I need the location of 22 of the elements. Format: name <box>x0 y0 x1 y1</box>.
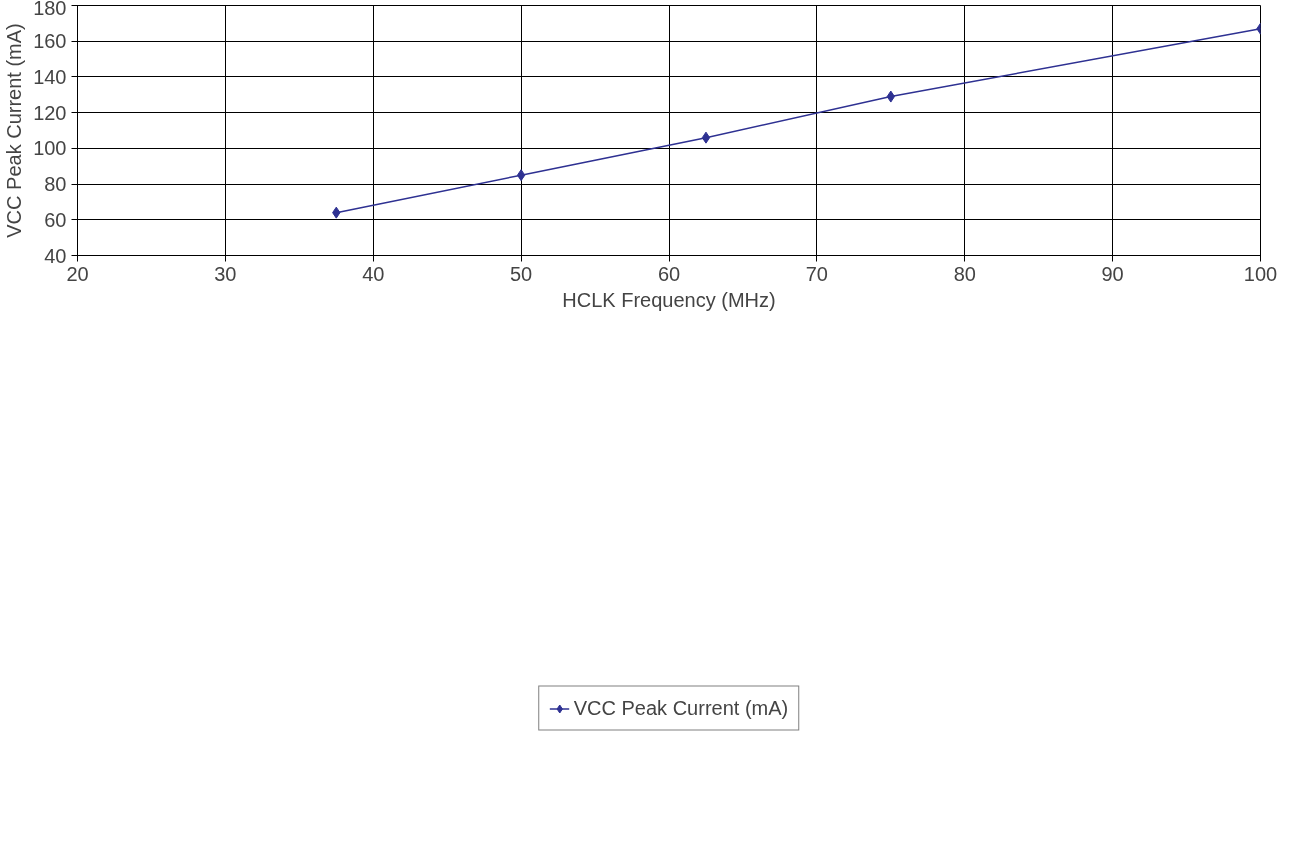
point <box>516 169 526 182</box>
x-tick-label: 80 <box>953 262 976 285</box>
legend-label: VCC Peak Current (mA) <box>573 696 789 720</box>
x-tick-label: 50 <box>510 262 533 285</box>
x-tick-label: 100 <box>1243 262 1278 285</box>
y-tick-label: 160 <box>33 30 67 53</box>
x-tick-label: 90 <box>1101 262 1124 285</box>
y-tick-label: 180 <box>33 0 67 19</box>
y-tick-label: 100 <box>33 137 67 160</box>
y-axis-title: VCC Peak Current (mA) <box>3 23 26 238</box>
x-tick-label: 20 <box>66 262 89 285</box>
x-axis-title: HCLK Frequency (MHz) <box>562 288 776 311</box>
x-tick-label: 30 <box>214 262 237 285</box>
y-tick-label: 60 <box>44 208 67 231</box>
y-tick-label: 40 <box>44 244 67 267</box>
x-tick-label: 70 <box>805 262 828 285</box>
x-tick-label: 60 <box>657 262 681 285</box>
y-tick-label: 80 <box>44 173 67 196</box>
y-tick-label: 140 <box>33 65 67 88</box>
point <box>701 131 711 144</box>
x-tick-label: 40 <box>362 262 385 285</box>
y-tick-label: 120 <box>33 101 67 124</box>
